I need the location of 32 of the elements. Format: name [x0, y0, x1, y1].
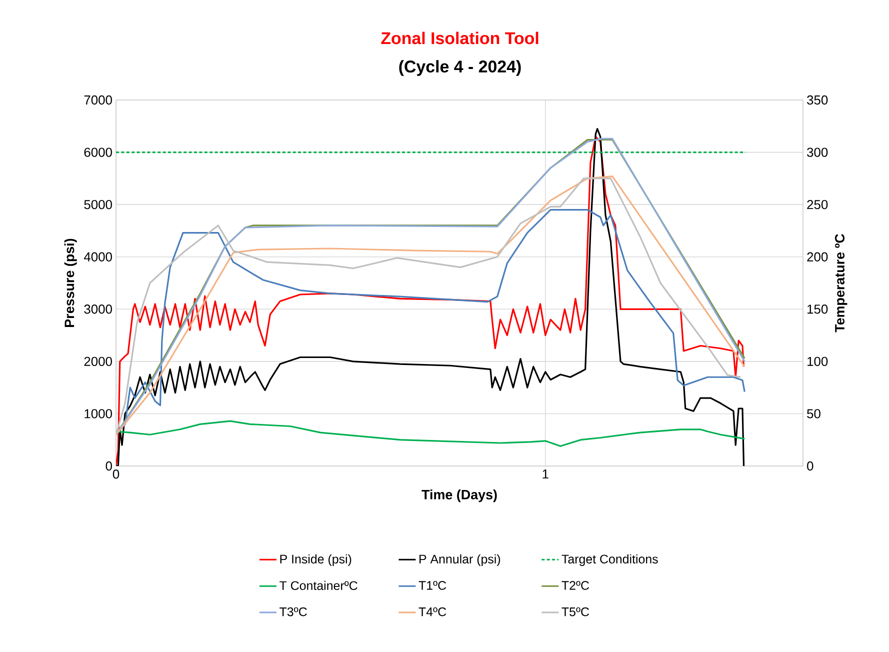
legend-label: T1ºC: [418, 581, 446, 590]
y-tick-label: 6000: [84, 148, 112, 157]
x-axis-title: Time (Days): [422, 490, 497, 502]
x-tick-label: 1: [542, 470, 548, 478]
y2-tick-label: 150: [808, 304, 828, 314]
y-tick-label: 4000: [84, 252, 112, 262]
y-tick-label: 1000: [84, 409, 112, 418]
chart-title: Zonal Isolation Tool: [381, 32, 538, 44]
y2-tick-label: 50: [807, 409, 820, 418]
y-tick-label: 7000: [84, 95, 112, 105]
legend-label: T3ºC: [280, 607, 307, 616]
legend-label: P Inside (psi): [280, 554, 352, 566]
y2-axis-title: Temperature ºC: [834, 234, 848, 332]
legend-label: T ContainerºC: [280, 580, 358, 590]
y2-tick-label: 100: [808, 356, 828, 366]
legend-label: P Annular (psi): [419, 554, 500, 566]
y-tick-label: 5000: [84, 200, 112, 210]
y2-tick-label: 300: [807, 148, 828, 157]
y-tick-label: 0: [106, 461, 112, 471]
y-tick-label: 2000: [84, 356, 112, 366]
legend-label: T4ºC: [418, 607, 446, 616]
y2-tick-label: 200: [807, 252, 828, 262]
line-series: [116, 420, 746, 447]
y2-tick-label: 350: [807, 95, 828, 105]
y-axis-title: Pressure (psi): [64, 238, 77, 327]
chart-subtitle: (Cycle 4 - 2024): [399, 60, 521, 76]
legend-label: T5ºC: [562, 607, 590, 616]
legend-label: Target Conditions: [562, 554, 658, 566]
y2-tick-label: 0: [807, 461, 814, 471]
y2-tick-label: 250: [807, 200, 828, 210]
y-tick-label: 3000: [84, 304, 112, 314]
legend-label: T2ºC: [562, 581, 590, 590]
